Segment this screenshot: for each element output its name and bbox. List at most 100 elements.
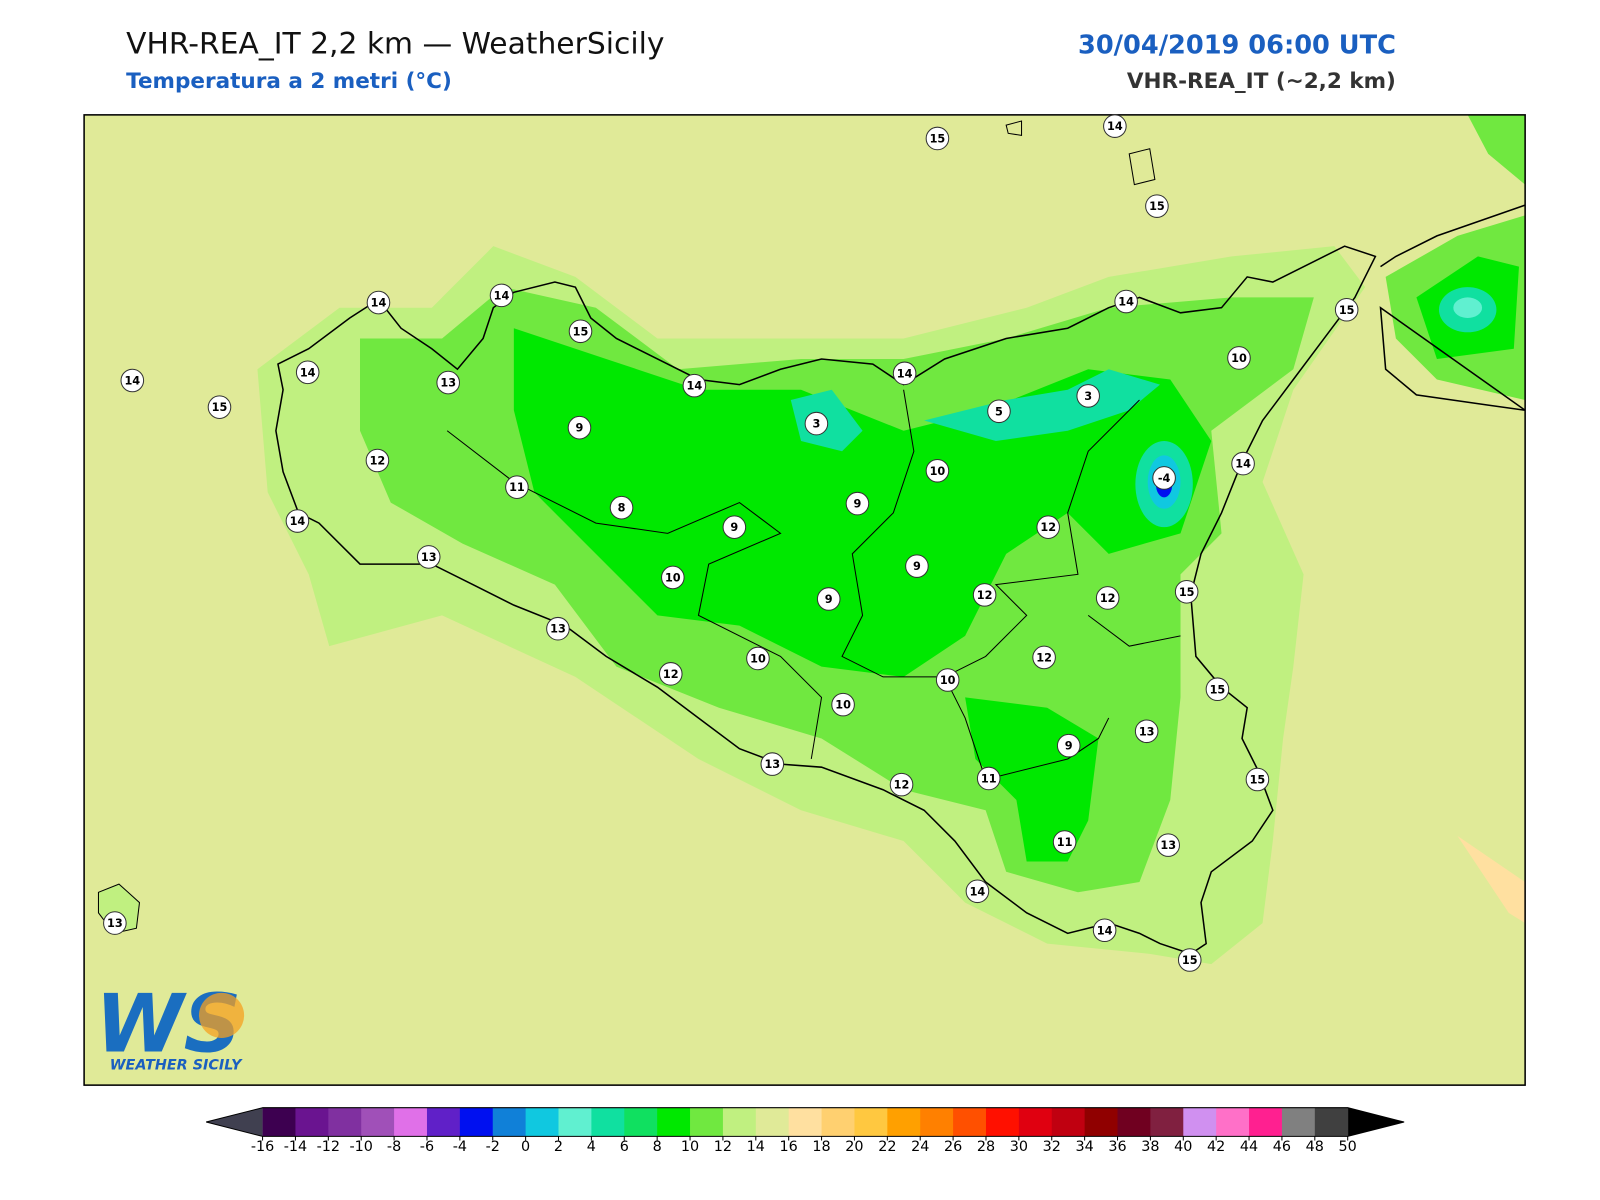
station-marker <box>1245 767 1270 792</box>
station-label: 14 <box>1235 458 1251 471</box>
station-marker <box>1056 733 1081 758</box>
station-marker <box>682 373 707 398</box>
station-marker <box>845 491 870 516</box>
station-label: 15 <box>212 401 228 414</box>
station-marker <box>1036 515 1060 539</box>
station-marker <box>567 415 592 440</box>
station-label: 10 <box>665 571 681 584</box>
colorbar-box <box>525 1107 560 1137</box>
station-label: 15 <box>1179 586 1195 599</box>
colorbar-tick-label: -16 <box>251 1139 274 1155</box>
station-label: 10 <box>750 652 766 665</box>
colorbar-tick-label: 24 <box>911 1139 929 1155</box>
station-label: 14 <box>1118 296 1134 309</box>
colorbar-tick-label: 48 <box>1306 1139 1324 1155</box>
colorbar-under <box>206 1107 263 1137</box>
station-marker <box>1095 586 1120 610</box>
station-marker <box>892 361 917 386</box>
station-label: 10 <box>835 699 851 712</box>
station-marker <box>658 662 683 686</box>
subtitle: Temperatura a 2 metri (°C) <box>126 69 452 94</box>
colorbar-box <box>624 1107 658 1137</box>
station-marker <box>366 290 391 315</box>
colorbar-tick-label: 36 <box>1108 1139 1126 1155</box>
station-marker <box>935 668 960 692</box>
sicily-coast <box>275 245 1377 955</box>
station-label: 13 <box>440 377 456 390</box>
station-label: -4 <box>1158 472 1171 485</box>
station-marker <box>1134 719 1159 744</box>
station-label: 9 <box>854 498 862 511</box>
station-label: 8 <box>618 502 626 515</box>
colorbar-tick-label: 46 <box>1273 1139 1291 1155</box>
colorbar-tick-label: 38 <box>1141 1139 1159 1155</box>
colorbar-tick-label: 32 <box>1043 1139 1061 1155</box>
station-label: 9 <box>913 560 921 573</box>
colorbar-tick-label: 12 <box>714 1139 732 1155</box>
station-marker <box>889 772 914 797</box>
station-label: 9 <box>1065 740 1073 753</box>
colorbar-tick-label: 2 <box>554 1139 563 1155</box>
station-marker <box>816 587 841 611</box>
station-marker <box>103 911 127 935</box>
station-marker <box>285 509 310 533</box>
colorbar-box <box>1117 1107 1151 1137</box>
station-label: 12 <box>1100 592 1116 605</box>
colorbar-tick-label: 16 <box>780 1139 798 1155</box>
colorbar-tick-label: 34 <box>1075 1139 1093 1155</box>
colorbar-box <box>1150 1107 1184 1137</box>
colorbar-box <box>591 1107 625 1137</box>
logo-text: WEATHER SICILY <box>110 1058 243 1074</box>
colorbar-box <box>1314 1107 1349 1137</box>
station-marker <box>925 458 950 483</box>
model: VHR-REA_IT (~2,2 km) <box>1127 69 1396 94</box>
station-label: 14 <box>494 289 510 302</box>
station-label: 14 <box>300 366 316 379</box>
station-label: 14 <box>1107 120 1123 133</box>
colorbar-box <box>295 1107 329 1137</box>
station-marker <box>661 565 685 590</box>
station-label: 12 <box>1036 651 1052 664</box>
colorbar-box <box>854 1107 888 1137</box>
station-marker <box>1076 384 1100 408</box>
map-frame <box>83 114 1526 1086</box>
station-label: 12 <box>894 779 910 792</box>
station-label: 9 <box>576 422 584 435</box>
colorbar-tick-label: 8 <box>653 1139 662 1155</box>
colorbar-box <box>328 1107 362 1137</box>
colorbar-tick-label: -2 <box>486 1139 500 1155</box>
station-label: 10 <box>930 465 946 478</box>
colorbar-tick-label: 4 <box>587 1139 596 1155</box>
station-label: 15 <box>930 132 946 145</box>
station-label: 3 <box>1084 390 1092 403</box>
station-marker <box>1092 918 1117 943</box>
station-label: 14 <box>290 515 306 528</box>
station-marker <box>365 448 390 473</box>
station-marker <box>1032 645 1056 670</box>
colorbar-box <box>1281 1107 1316 1137</box>
station-marker <box>722 515 747 539</box>
station-label: 9 <box>825 593 833 606</box>
station-label: 13 <box>1160 839 1176 852</box>
colorbar-tick-label: 26 <box>944 1139 962 1155</box>
station-label: 3 <box>812 418 820 431</box>
title: VHR-REA_IT 2,2 km — WeatherSicily <box>126 26 664 61</box>
station-marker <box>1231 451 1255 476</box>
station-label: 15 <box>1182 954 1198 967</box>
colorbar-box <box>953 1107 987 1137</box>
station-marker <box>965 879 990 904</box>
colorbar-box <box>755 1107 790 1137</box>
station-label: 15 <box>573 325 589 338</box>
station-label: 14 <box>897 367 913 380</box>
station-label: 15 <box>1210 683 1226 696</box>
station-label: 14 <box>124 375 140 388</box>
field-4 <box>924 369 1160 442</box>
colorbar-tick-label: -10 <box>349 1139 372 1155</box>
station-label: 14 <box>371 297 387 310</box>
station-label: 14 <box>1097 924 1113 937</box>
station-label: 13 <box>107 917 123 930</box>
colorbar-box <box>394 1107 428 1137</box>
station-marker <box>436 370 460 395</box>
logo: WS WEATHER SICILY <box>95 977 245 1074</box>
colorbar-box <box>1018 1107 1053 1137</box>
